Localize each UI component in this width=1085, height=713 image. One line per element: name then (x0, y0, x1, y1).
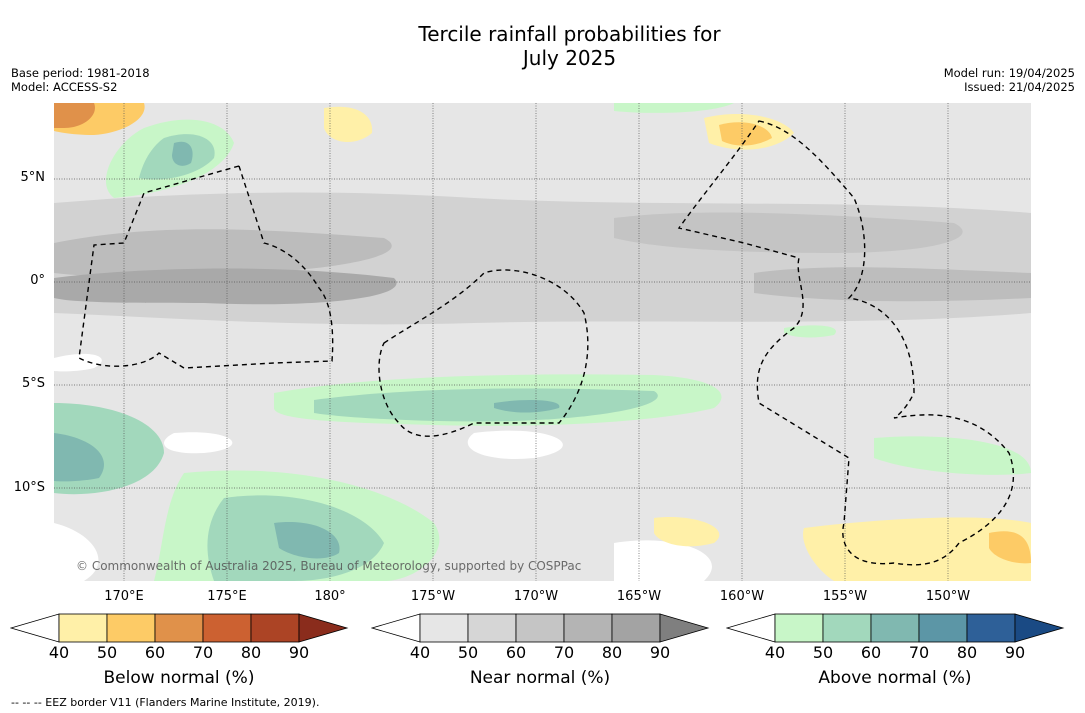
below-colorbar-segment-4 (202, 613, 252, 643)
near-normal-patch-60-west (54, 229, 392, 277)
tick-near-60: 60 (505, 643, 527, 662)
below-colorbar-left-extension (10, 613, 60, 643)
near-colorbar-segment-3 (515, 613, 565, 643)
tick-below-40: 40 (48, 643, 70, 662)
above-colorbar-left-extension (726, 613, 776, 643)
below-colorbar-right-extension (298, 613, 349, 643)
near-colorbar-right-extension (659, 613, 710, 643)
above-colorbar-segment-1 (774, 613, 824, 643)
near-colorbar-segment-2 (467, 613, 517, 643)
tick-above-80: 80 (956, 643, 978, 662)
tick-above-60: 60 (860, 643, 882, 662)
tick-above-70: 70 (908, 643, 930, 662)
lon-label-150w: 150°W (925, 589, 971, 604)
probability-map (54, 103, 1031, 581)
eez-borders (78, 120, 1014, 566)
tick-near-50: 50 (457, 643, 479, 662)
copyright-notice: © Commonwealth of Australia 2025, Bureau… (76, 559, 582, 573)
above-normal-band-60 (314, 388, 658, 422)
above-normal-east-50 (784, 325, 1031, 475)
low-probability-patches (54, 353, 563, 459)
colorbar-near-normal (371, 613, 711, 643)
below-normal-se-60 (989, 531, 1031, 564)
colorbar-above-svg (726, 613, 1065, 643)
near-colorbar-segment-5 (611, 613, 661, 643)
colorbar-above-label: Above normal (%) (818, 668, 972, 688)
colorbar-below-label: Below normal (%) (103, 668, 255, 688)
eez-cook-islands (677, 120, 1014, 566)
near-normal-patch-70-west (54, 268, 397, 305)
model-run: Model run: 19/04/2025 (943, 66, 1075, 80)
lon-label-175e: 175°E (207, 589, 247, 604)
eez-legend-note: -- -- -- EEZ border V11 (Flanders Marine… (11, 696, 320, 709)
near-normal-patch-60-east (614, 212, 963, 253)
near-colorbar-left-extension (371, 613, 421, 643)
tick-near-90: 90 (649, 643, 671, 662)
tick-below-60: 60 (144, 643, 166, 662)
tick-above-90: 90 (1004, 643, 1026, 662)
colorbar-near-label: Near normal (%) (469, 668, 611, 688)
below-normal-nw-70 (54, 103, 95, 128)
lat-label-5s: 5°S (21, 376, 45, 391)
above-normal-north-70 (172, 141, 193, 166)
low-probability-south (54, 523, 712, 581)
lon-label-155w: 155°W (822, 589, 868, 604)
meta-right: Model run: 19/04/2025 Issued: 21/04/2025 (944, 66, 1075, 94)
colorbar-above-normal (726, 613, 1066, 643)
lat-label-10s: 10°S (13, 480, 45, 495)
base-period: Base period: 1981-2018 (11, 66, 150, 80)
below-normal-se-50 (803, 517, 1031, 581)
tick-below-50: 50 (96, 643, 118, 662)
eez-tokelau (378, 269, 589, 437)
colorbar-below-normal (10, 613, 350, 643)
above-normal-south-70 (274, 522, 340, 559)
lon-label-175w: 175°W (410, 589, 456, 604)
below-normal-ne-60 (719, 122, 772, 146)
above-colorbar-segment-3 (870, 613, 920, 643)
above-normal-top (614, 103, 734, 113)
above-colorbar-right-extension (1014, 613, 1065, 643)
issued-date: Issued: 21/04/2025 (964, 80, 1075, 94)
above-colorbar-segment-4 (918, 613, 968, 643)
tick-below-70: 70 (192, 643, 214, 662)
below-normal-north-50 (324, 106, 373, 143)
tick-near-40: 40 (409, 643, 431, 662)
above-normal-band-70 (494, 400, 560, 413)
map-svg (54, 103, 1031, 581)
map-title: Tercile rainfall probabilities for July … (0, 22, 1085, 70)
lon-label-165w: 165°W (616, 589, 662, 604)
colorbar-near-svg (371, 613, 710, 643)
tick-near-70: 70 (553, 643, 575, 662)
colorbar-below-svg (10, 613, 349, 643)
below-colorbar-segment-1 (58, 613, 108, 643)
tick-below-90: 90 (288, 643, 310, 662)
near-colorbar-segment-1 (419, 613, 469, 643)
title-line-2: July 2025 (522, 46, 617, 70)
below-colorbar-segment-5 (250, 613, 300, 643)
title-line-1: Tercile rainfall probabilities for (418, 22, 721, 46)
tick-below-80: 80 (240, 643, 262, 662)
lon-label-170w: 170°W (513, 589, 559, 604)
lon-label-170e: 170°E (104, 589, 144, 604)
eez-tuvalu (78, 165, 334, 369)
below-colorbar-segment-2 (106, 613, 156, 643)
near-normal-patch-60-far-east (754, 267, 1031, 302)
tick-above-50: 50 (812, 643, 834, 662)
lat-label-0: 0° (30, 273, 45, 288)
lat-label-5n: 5°N (20, 170, 46, 185)
lon-label-180: 180° (314, 589, 346, 604)
below-normal-south-50 (654, 517, 720, 547)
meta-left: Base period: 1981-2018 Model: ACCESS-S2 (11, 66, 150, 94)
model-name: Model: ACCESS-S2 (11, 80, 118, 94)
tick-above-40: 40 (764, 643, 786, 662)
lon-label-160w: 160°W (719, 589, 765, 604)
below-colorbar-segment-3 (154, 613, 204, 643)
above-normal-west-70 (54, 433, 104, 482)
above-colorbar-segment-5 (966, 613, 1016, 643)
tick-near-80: 80 (601, 643, 623, 662)
above-colorbar-segment-2 (822, 613, 872, 643)
near-colorbar-segment-4 (563, 613, 613, 643)
